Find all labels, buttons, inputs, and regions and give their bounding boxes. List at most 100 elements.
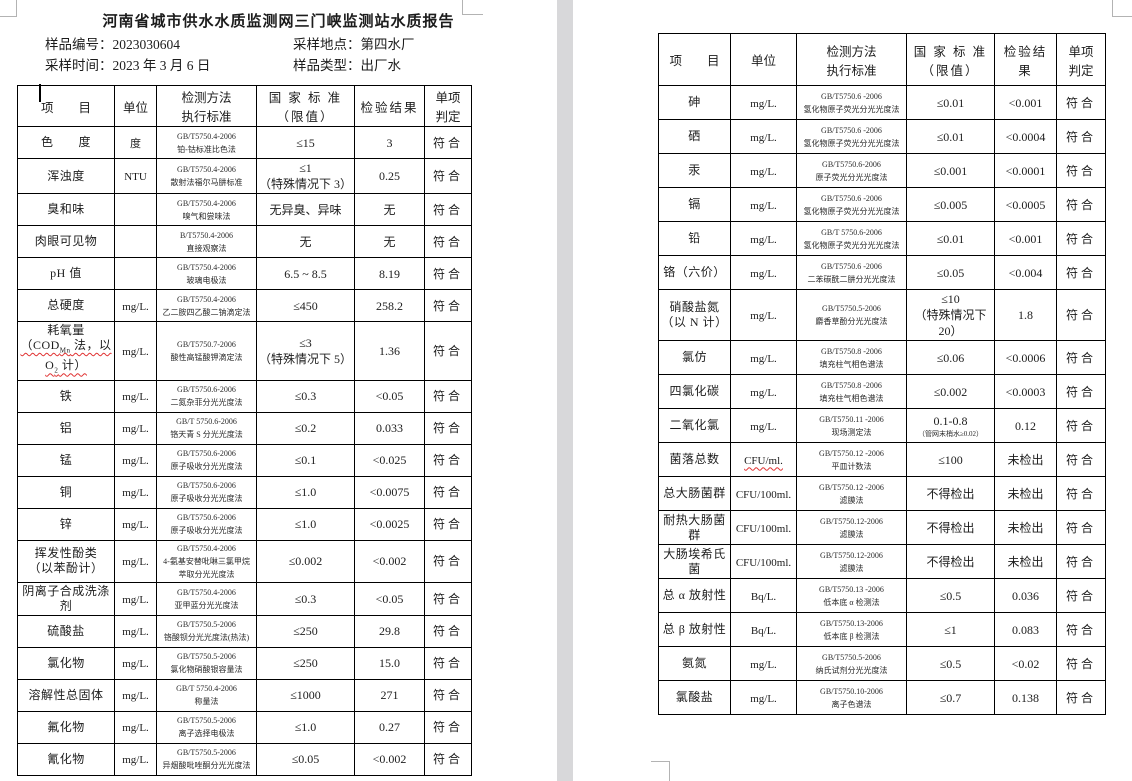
limit-value: ≤0.2 [294, 421, 317, 436]
item-cell: 总 β 放射性 [658, 612, 731, 647]
unit-value: mg/L. [122, 455, 149, 468]
limit-value: ≤0.1 [294, 453, 317, 468]
method-cell: GB/T5750.8 -2006 填充柱气相色谱法 [796, 340, 907, 375]
result-cell: <0.0001 [994, 153, 1057, 188]
table-row: 砷 mg/L. GB/T5750.6 -2006 氢化物原子荧光分光光度法 ≤0.01 <… [658, 85, 1106, 120]
table-row: 大肠埃希氏菌 CFU/100ml. GB/T5750.12-2006 滤膜法 不得检出 未… [658, 544, 1106, 579]
verdict-cell: 符合 [1056, 408, 1106, 443]
item-name: 砷 [688, 95, 701, 109]
item-name-line2: （CODMn 法，以 O2 计） [20, 338, 112, 379]
method-name: 填充柱气相色谱法 [819, 393, 884, 403]
verdict-value: 符合 [1065, 690, 1096, 705]
result-value: 无 [383, 234, 396, 249]
method-name: 铂-钴标准比色法 [177, 144, 236, 154]
unit-value: mg/L. [122, 690, 149, 703]
item-name: 镉 [688, 197, 701, 211]
method-standard: GB/T5750.12 -2006 [819, 482, 884, 492]
item-cell: 菌落总数 [658, 442, 731, 477]
result-cell: <0.0006 [994, 340, 1057, 375]
table-row: 总 β 放射性 Bq/L. GB/T5750.13-2006 低本底 β 检测法 ≤1 0… [658, 612, 1106, 647]
item-subscript: Mn [59, 346, 71, 355]
verdict-cell: 符合 [424, 614, 472, 648]
unit-cell: mg/L. [730, 85, 797, 120]
method-cell: GB/T5750.6-2006 二氮杂菲分光光度法 [156, 379, 257, 413]
verdict-value: 符合 [1065, 308, 1096, 322]
result-cell: 未检出 [994, 544, 1057, 579]
unit-cell: mg/L. [114, 581, 157, 616]
verdict-value: 符合 [432, 656, 463, 671]
item-cell: 氨氮 [658, 646, 731, 681]
table-header: 项 目 单位 检测方法 执行标准 国 家 标 准 （限值） 检验结果 单项 判定 [658, 33, 1106, 86]
method-standard: GB/T5750.6-2006 [177, 481, 236, 491]
result-value: 3 [386, 135, 393, 150]
unit-cell: mg/L. [730, 187, 797, 222]
limit-cell: 不得检出 [906, 544, 995, 579]
result-cell: 29.8 [354, 614, 425, 648]
limit-cell: ≤3 （特殊情况下 5） [256, 321, 355, 381]
method-standard: GB/T 5750.6-2006 [821, 227, 882, 237]
result-cell: 0.036 [994, 578, 1057, 613]
limit-cell: ≤1 （特殊情况下 3） [256, 158, 355, 194]
verdict-cell: 符合 [424, 289, 472, 322]
sample-no-value: 2023030604 [112, 37, 181, 52]
unit-value: mg/L. [122, 754, 149, 767]
table-row: 硒 mg/L. GB/T5750.6 -2006 氢化物原子荧光分光光度法 ≤0.01 <… [658, 119, 1106, 154]
table-row: 铜 mg/L. GB/T5750.6-2006 原子吸收分光光度法 ≤1.0 <0.007… [17, 475, 472, 509]
result-cell: 未检出 [994, 476, 1057, 511]
item-name-line2: （以苯酚计） [28, 561, 104, 576]
result-value: <0.05 [375, 389, 404, 404]
item-cell: 四氯化碳 [658, 374, 731, 409]
table-row: 铅 mg/L. GB/T 5750.6-2006 氢化物原子荧光分光光度法 ≤0.01 <… [658, 221, 1106, 256]
verdict-cell: 符合 [424, 321, 472, 381]
method-standard: GB/T5750.6-2006 [177, 385, 236, 395]
result-cell: <0.02 [994, 646, 1057, 681]
result-value: 8.19 [379, 266, 400, 281]
result-value: <0.0025 [369, 517, 410, 532]
table-row: 氟化物 mg/L. GB/T5750.5-2006 离子选择电极法 ≤1.0 0.27 符合 [17, 710, 472, 744]
unit-value: mg/L. [750, 692, 777, 705]
result-cell: 0.25 [354, 158, 425, 194]
result-cell: 0.12 [994, 408, 1057, 443]
limit-cell: ≤0.05 [906, 255, 995, 290]
unit-cell: CFU/ml. [730, 442, 797, 477]
verdict-value: 符合 [432, 554, 463, 569]
limit-value: 不得检出 [926, 486, 975, 501]
verdict-cell: 符合 [424, 507, 472, 541]
limit-cell: ≤0.3 [256, 379, 355, 413]
method-cell: GB/T5750.4-2006 乙二胺四乙酸二钠滴定法 [156, 289, 257, 322]
table-row: 氯化物 mg/L. GB/T5750.5-2006 氯化物硝酸银容量法 ≤250 15.0… [17, 646, 472, 680]
limit-value: ≤1.0 [294, 485, 317, 500]
method-standard: GB/T5750.4-2006 [177, 543, 236, 553]
limit-value: ≤250 [293, 656, 318, 671]
limit-value: ≤3 [299, 335, 312, 350]
table-row: 氯仿 mg/L. GB/T5750.8 -2006 填充柱气相色谱法 ≤0.06 <0.0… [658, 340, 1106, 375]
unit-cell: mg/L. [730, 340, 797, 375]
col-header-verdict-line1: 单项 [1068, 44, 1094, 59]
result-cell: <0.05 [354, 581, 425, 616]
verdict-value: 符合 [432, 266, 463, 281]
unit-value: CFU/ml. [744, 454, 783, 467]
col-header-verdict-line1: 单项 [435, 91, 461, 105]
table-row: 汞 mg/L. GB/T5750.6-2006 原子荧光分光光度法 ≤0.001 <0.0… [658, 153, 1106, 188]
col-header-standard: 国 家 标 准 （限值） [256, 85, 355, 127]
table-row: 溶解性总固体 mg/L. GB/T 5750.4-2006 称量法 ≤1000 271 符合 [17, 678, 472, 712]
item-cell: 二氧化氯 [658, 408, 731, 443]
item-cell: 氯酸盐 [658, 680, 731, 715]
unit-cell: 度 [114, 126, 157, 159]
limit-value: ≤0.5 [939, 588, 962, 603]
method-cell: GB/T 5750.6-2006 铬天青 S 分光光度法 [156, 411, 257, 445]
item-name: 溶解性总固体 [28, 687, 104, 702]
item-cell: 铬（六价） [658, 255, 731, 290]
item-part: 计） [58, 358, 87, 373]
verdict-cell: 符合 [424, 126, 472, 159]
verdict-value: 符合 [1065, 350, 1096, 365]
unit-cell: mg/L. [114, 742, 157, 776]
verdict-value: 符合 [1065, 265, 1096, 280]
unit-cell: mg/L. [114, 710, 157, 744]
verdict-cell: 符合 [1056, 646, 1106, 681]
result-value: 未检出 [1007, 520, 1044, 535]
method-standard: GB/T5750.4-2006 [177, 294, 236, 304]
item-name: 耐热大肠菌群 [663, 512, 726, 542]
method-cell: GB/T 5750.6-2006 氢化物原子荧光分光光度法 [796, 221, 907, 256]
type-value: 出厂水 [360, 58, 402, 73]
